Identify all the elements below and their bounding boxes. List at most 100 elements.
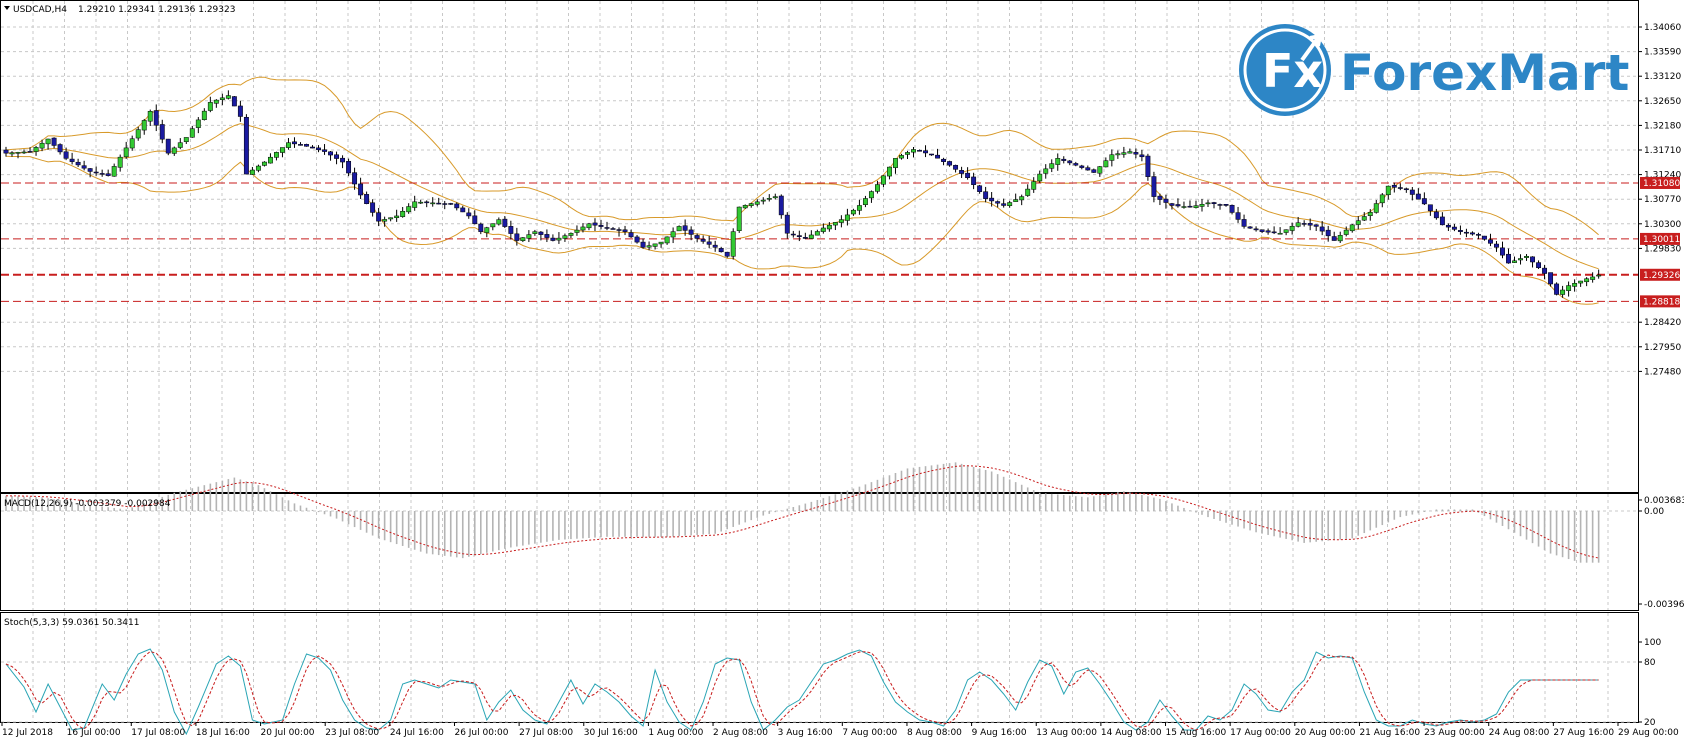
candle-body [304,144,309,147]
time-axis: 12 Jul 2018 16 Jul 00:00 17 Jul 08:00 18 Ju… [1,722,1679,738]
candle-body [1379,194,1385,204]
level-price-label: 1.28818 [1643,297,1680,307]
candle-body [610,228,616,230]
candle-body [99,173,105,175]
candle-body [1091,169,1097,173]
stoch-signal-line [5,650,1599,731]
candle-body [1463,231,1469,234]
candle-body [1283,229,1289,233]
candle-body [1385,185,1391,196]
candle-body [322,149,327,152]
candle-body [448,203,454,205]
candle-body [628,232,634,238]
candle-body [243,116,249,175]
candle-body [1295,222,1301,227]
candle-body [171,147,177,154]
candle-body [850,209,856,215]
candle-body [1271,231,1277,234]
candle-body [159,124,165,140]
candle-body [1313,224,1319,227]
candle-body [1451,226,1457,230]
candle-body [207,102,213,111]
candle-body [574,229,580,233]
candle-body [562,235,568,239]
symbol-menu-triangle-icon[interactable] [4,6,10,10]
level-price-label: 1.30011 [1643,235,1680,245]
candle-body [598,225,604,227]
level-price-label: 1.31080 [1643,179,1680,189]
candle-body [1259,229,1265,232]
stoch-tick-label: 80 [1644,658,1656,668]
candle-body [358,183,364,196]
candle-body [844,214,850,221]
candle-body [1391,184,1397,188]
candle-body [658,241,664,245]
time-tick-label: 23 Jul 08:00 [325,728,379,738]
candle-body [1019,196,1025,201]
stoch-tick-label: 100 [1644,638,1661,648]
candle-body [616,229,622,231]
candle-body [784,214,790,234]
grid-lines [1,1,1638,723]
time-tick-label: 17 Aug 00:00 [1230,728,1291,738]
candle-body [622,229,628,232]
price-tick-label: 1.33120 [1644,72,1681,82]
candle-body [1067,160,1073,164]
candle-body [971,176,977,185]
candle-body [1542,267,1548,274]
time-tick-label: 26 Jul 00:00 [454,728,508,738]
candle-body [1151,176,1157,197]
candle-body [1103,160,1109,168]
stoch-main-line [5,648,1599,736]
candle-body [51,137,57,146]
candle-body [1572,283,1578,287]
candle-body [646,245,652,248]
candle-body [1307,223,1313,226]
candle-body [183,137,189,142]
candle-body [153,110,159,126]
candle-body [808,234,814,239]
candle-body [796,235,802,237]
candle-body [929,153,934,156]
candle-body [1085,167,1091,171]
candle-body [21,151,27,154]
candle-body [1343,229,1349,235]
symbol-label: USDCAD,H4 [13,5,67,15]
candle-body [604,227,610,229]
candle-body [117,156,123,168]
time-tick-label: 30 Jul 16:00 [584,728,638,738]
candle-body [640,241,646,248]
logo-badge-ring [1243,28,1327,112]
candle-body [772,196,778,199]
candle-body [63,151,69,159]
candle-body [3,149,9,154]
time-tick-label: 27 Jul 08:00 [519,728,573,738]
candle-body [1530,256,1535,263]
candle-body [484,227,490,233]
candle-body [430,202,436,205]
candle-body [201,110,207,120]
candle-body [778,195,784,216]
horizontal-levels [1,182,1638,302]
candlesticks [3,90,1602,298]
candle-body [875,184,880,192]
candle-body [826,224,832,230]
price-tick-label: 1.32180 [1644,121,1681,131]
candle-body [346,160,352,174]
price-panel-frame [0,0,1639,493]
candle-body [9,152,15,155]
candle-body [219,97,225,100]
candle-body [280,147,285,153]
candle-body [700,239,706,242]
candle-body [748,203,754,206]
candle-body [526,234,532,239]
candle-body [1205,202,1211,205]
bollinger-bands [5,76,1599,305]
candle-body [1001,203,1007,206]
candle-body [370,202,376,213]
candle-body [838,219,844,223]
candle-body [1073,163,1079,166]
candle-body [754,201,760,205]
candle-body [887,166,892,177]
candle-body [1421,198,1427,205]
